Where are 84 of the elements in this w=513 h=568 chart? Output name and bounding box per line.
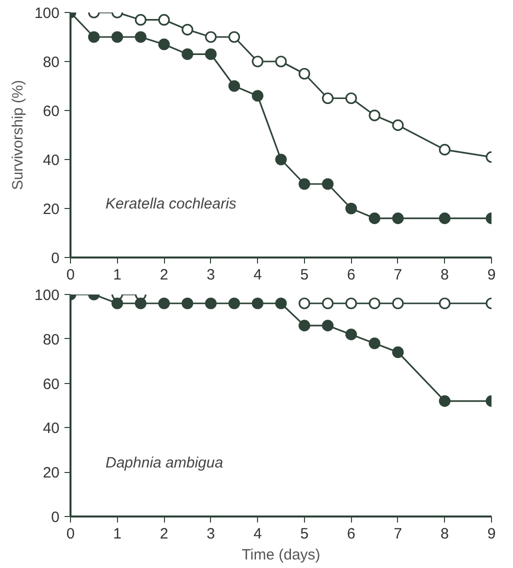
point — [111, 298, 124, 310]
point — [205, 298, 217, 310]
point — [322, 178, 334, 190]
x-tick-label: 4 — [253, 266, 262, 284]
x-tick-label: 6 — [346, 526, 356, 542]
point — [368, 212, 380, 224]
point — [345, 92, 357, 104]
point — [182, 48, 194, 60]
x-tick-label: 8 — [440, 266, 449, 284]
y-tick-label: 0 — [51, 509, 60, 526]
point — [298, 298, 310, 310]
x-tick-label: 6 — [346, 266, 356, 284]
x-tick-label: 0 — [66, 526, 75, 542]
point — [275, 56, 287, 68]
point — [345, 328, 357, 340]
y-tick-label: 60 — [42, 376, 60, 393]
y-axis-title: Survivorship (%) — [9, 80, 26, 190]
point — [298, 320, 310, 332]
point — [134, 31, 146, 43]
point — [158, 38, 170, 50]
point — [392, 212, 404, 224]
point — [438, 212, 451, 224]
point — [134, 14, 146, 26]
annotation: Daphnia ambigua — [106, 454, 224, 472]
point — [252, 298, 264, 310]
x-tick-label: 2 — [160, 266, 168, 284]
y-tick-label: 20 — [42, 464, 60, 482]
point — [205, 48, 217, 60]
y-tick-label: 60 — [42, 103, 60, 120]
point — [111, 31, 124, 43]
point — [228, 31, 240, 43]
x-tick-label: 5 — [300, 266, 309, 284]
point — [368, 110, 380, 122]
point — [228, 298, 240, 310]
point — [205, 31, 217, 43]
point — [275, 154, 287, 166]
point — [158, 298, 170, 310]
x-tick-label: 4 — [253, 526, 262, 542]
point — [298, 178, 310, 190]
x-tick-label: 9 — [487, 526, 496, 542]
x-axis-title: Time (days) — [242, 546, 320, 564]
point — [182, 24, 194, 36]
y-tick-label: 100 — [34, 5, 60, 22]
point — [298, 68, 310, 80]
y-tick-label: 40 — [42, 420, 60, 438]
point — [252, 90, 264, 102]
point — [368, 338, 380, 350]
point — [275, 298, 287, 310]
point — [345, 298, 357, 310]
x-tick-label: 9 — [487, 266, 496, 284]
x-tick-label: 2 — [160, 526, 168, 542]
point — [322, 92, 334, 104]
x-tick-label: 1 — [113, 526, 122, 542]
x-tick-label: 8 — [440, 526, 449, 542]
point — [322, 320, 334, 332]
y-tick-label: 40 — [42, 152, 60, 169]
point — [392, 119, 404, 131]
point — [322, 298, 334, 310]
point — [345, 202, 357, 214]
y-tick-label: 100 — [34, 287, 60, 304]
point — [438, 298, 451, 310]
point — [88, 31, 100, 43]
x-tick-label: 7 — [394, 266, 402, 284]
x-tick-label: 3 — [206, 526, 216, 542]
y-tick-label: 80 — [42, 54, 60, 71]
point — [182, 298, 194, 310]
y-tick-label: 80 — [42, 331, 60, 348]
point — [134, 298, 146, 310]
point — [252, 56, 264, 68]
y-tick-label: 0 — [51, 250, 60, 267]
annotation: Keratella cochlearis — [106, 196, 237, 212]
y-tick-label: 20 — [42, 201, 60, 218]
point — [438, 395, 451, 407]
point — [438, 144, 451, 156]
x-tick-label: 0 — [66, 266, 75, 284]
point — [392, 346, 404, 358]
x-tick-label: 7 — [394, 526, 402, 542]
point — [368, 298, 380, 310]
x-tick-label: 5 — [300, 526, 309, 542]
point — [228, 80, 240, 92]
point — [158, 14, 170, 26]
point — [392, 298, 404, 310]
x-tick-label: 1 — [113, 266, 122, 284]
x-tick-label: 3 — [206, 266, 216, 284]
